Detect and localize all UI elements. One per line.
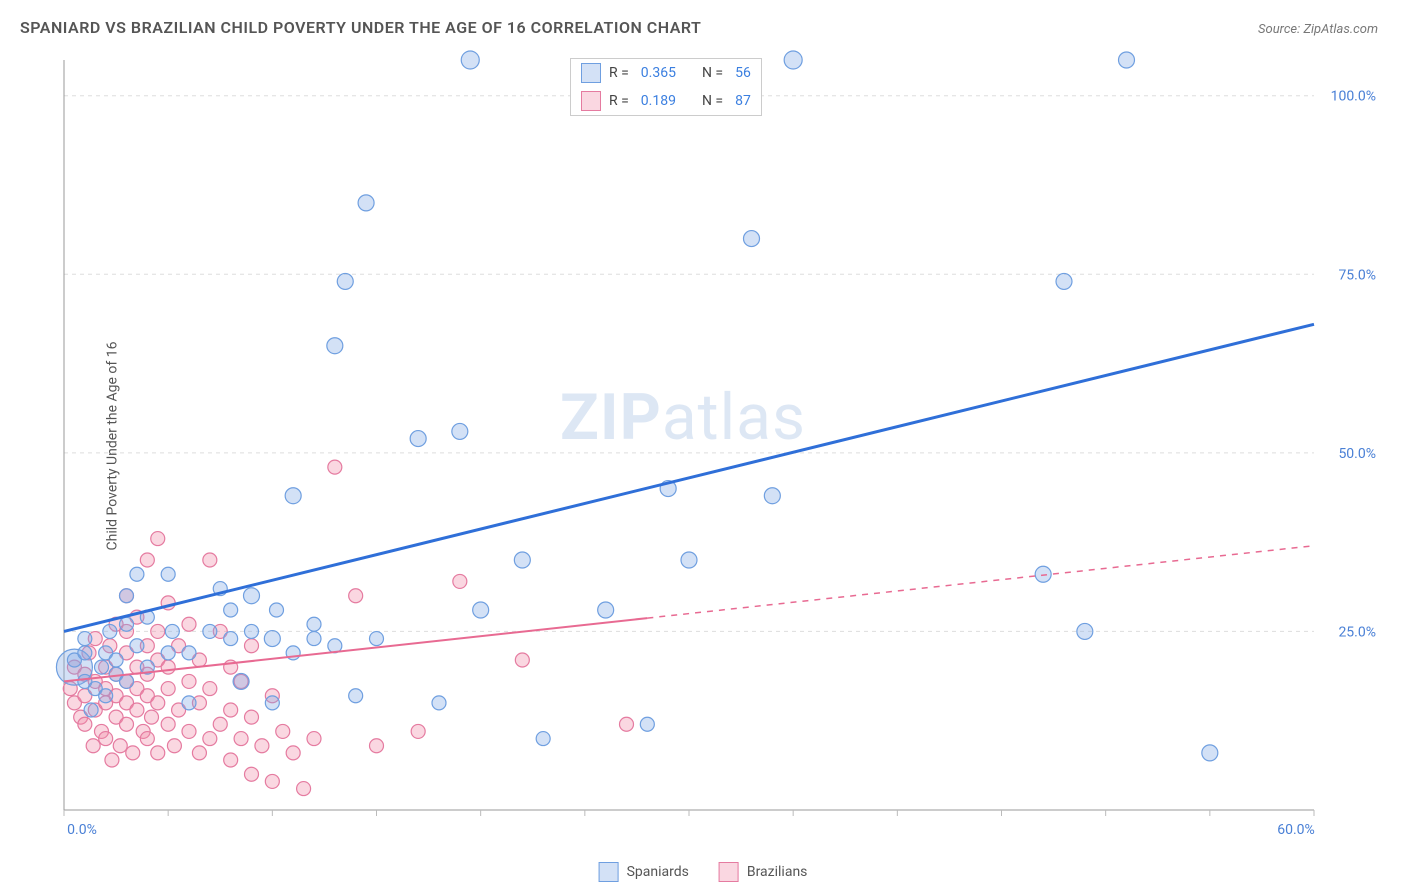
chart-title: SPANIARD VS BRAZILIAN CHILD POVERTY UNDE…: [20, 18, 701, 37]
legend-swatch: [581, 91, 601, 111]
series-legend-label: Brazilians: [747, 864, 808, 880]
legend-n-label: N =: [702, 93, 723, 109]
svg-text:60.0%: 60.0%: [1277, 822, 1315, 838]
stats-legend-row: R = 0.189 N = 87: [571, 87, 761, 115]
legend-r-label: R =: [609, 65, 629, 81]
series-legend-label: Spaniards: [627, 864, 689, 880]
series-legend-item: Brazilians: [719, 862, 808, 882]
svg-text:75.0%: 75.0%: [1338, 267, 1376, 283]
stats-legend-row: R = 0.365 N = 56: [571, 59, 761, 87]
legend-n-label: N =: [702, 65, 723, 81]
svg-text:25.0%: 25.0%: [1338, 624, 1376, 640]
svg-text:50.0%: 50.0%: [1338, 446, 1376, 462]
svg-text:0.0%: 0.0%: [67, 822, 97, 838]
legend-swatch: [599, 862, 619, 882]
legend-swatch: [581, 63, 601, 83]
svg-text:100.0%: 100.0%: [1331, 89, 1376, 105]
legend-n-value: 87: [735, 93, 751, 109]
legend-r-label: R =: [609, 93, 629, 109]
legend-r-value: 0.189: [641, 93, 676, 109]
source-attribution: Source: ZipAtlas.com: [1258, 22, 1378, 37]
series-legend: Spaniards Brazilians: [599, 862, 808, 882]
plot-svg: 25.0% 50.0% 75.0% 100.0% 0.0% 60.0%: [54, 50, 1384, 850]
legend-n-value: 56: [735, 65, 751, 81]
plot-area: 25.0% 50.0% 75.0% 100.0% 0.0% 60.0%: [54, 50, 1384, 850]
stats-legend: R = 0.365 N = 56 R = 0.189 N = 87: [570, 58, 762, 116]
source-prefix: Source:: [1258, 22, 1300, 37]
legend-swatch: [719, 862, 739, 882]
series-legend-item: Spaniards: [599, 862, 689, 882]
legend-r-value: 0.365: [641, 65, 676, 81]
source-link[interactable]: ZipAtlas.com: [1303, 22, 1378, 37]
